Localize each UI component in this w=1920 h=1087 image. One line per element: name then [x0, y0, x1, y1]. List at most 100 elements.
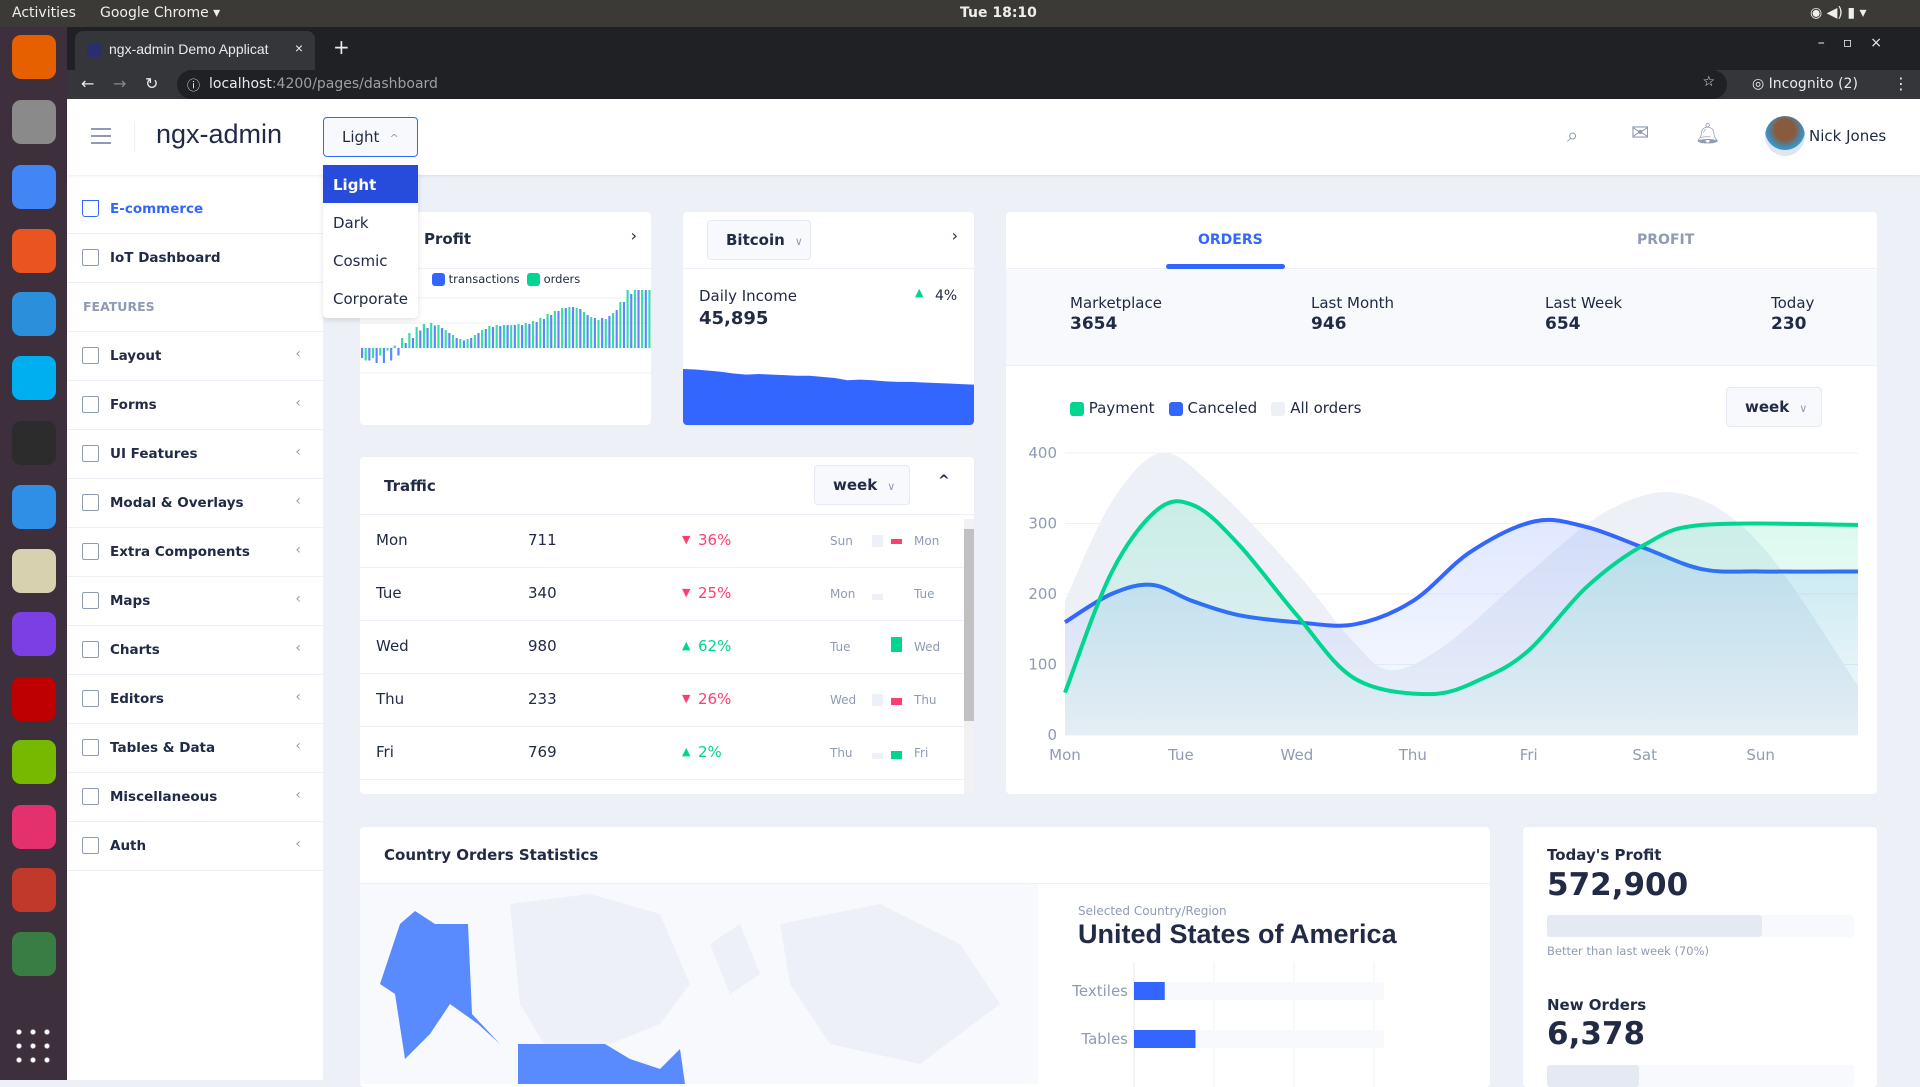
- traffic-row[interactable]: Tue 340 ▼ 25% Mon Tue: [360, 568, 966, 621]
- brand-logo[interactable]: ngx-admin: [156, 119, 283, 149]
- scrollbar[interactable]: [964, 519, 974, 794]
- reload-icon[interactable]: ↻: [145, 74, 159, 93]
- window-controls[interactable]: –▫×: [1817, 35, 1900, 51]
- sidebar-item-auth[interactable]: Auth ‹: [67, 822, 323, 871]
- chevron-left-icon: ‹: [295, 787, 301, 803]
- rocket-icon[interactable]: [12, 932, 56, 976]
- bar-transactions: [586, 315, 589, 348]
- tab-title: ngx-admin Demo Applicat: [109, 41, 269, 57]
- activities-button[interactable]: Activities: [12, 5, 76, 21]
- traffic-row[interactable]: Thu 233 ▼ 26% Wed Thu: [360, 674, 966, 727]
- software-center-icon[interactable]: [12, 229, 56, 273]
- browser-tab[interactable]: ngx-admin Demo Applicat ×: [75, 31, 315, 70]
- today-profit-card: Today's Profit 572,900 Better than last …: [1523, 827, 1877, 1087]
- sidebar-item-miscellaneous[interactable]: Miscellaneous ‹: [67, 773, 323, 822]
- bookmark-star-icon[interactable]: ☆: [1702, 74, 1715, 90]
- sidebar-item-tables-data[interactable]: Tables & Data ‹: [67, 724, 323, 773]
- sidebar-item-charts[interactable]: Charts ‹: [67, 626, 323, 675]
- cur-bar: [891, 637, 902, 652]
- bar-orders: [495, 325, 498, 348]
- email-icon[interactable]: ✉: [1631, 121, 1650, 146]
- sidebar-item-forms[interactable]: Forms ‹: [67, 381, 323, 430]
- map-country-alaska[interactable]: [380, 911, 500, 1059]
- profit-legend: transactions orders: [432, 272, 580, 286]
- sidebar-item-maps[interactable]: Maps ‹: [67, 577, 323, 626]
- bar-textiles[interactable]: [1134, 982, 1165, 1000]
- system-tray-icons[interactable]: ◉ ◀) ▮ ▾: [1810, 5, 1867, 21]
- terminal-icon[interactable]: [12, 421, 56, 465]
- traffic-row[interactable]: Wed 980 ▲ 62% Tue Wed: [360, 621, 966, 674]
- orders-period-select[interactable]: week ∨: [1726, 387, 1822, 427]
- sidebar-item-iot-dashboard[interactable]: IoT Dashboard: [67, 234, 323, 283]
- new-orders-value: 6,378: [1547, 1016, 1646, 1052]
- collapse-chevron-icon[interactable]: ^: [938, 473, 950, 489]
- back-icon[interactable]: ←: [81, 74, 95, 93]
- clock[interactable]: Tue 18:10: [960, 5, 1037, 21]
- chevron-left-icon: ‹: [295, 542, 301, 558]
- tab-profit[interactable]: PROFIT: [1637, 232, 1695, 248]
- bitcoin-card: Bitcoin ∨ › Daily Income 45,895 ▲ 4%: [683, 212, 974, 425]
- theme-option-corporate[interactable]: Corporate: [333, 290, 408, 308]
- sidebar-item-editors[interactable]: Editors ‹: [67, 675, 323, 724]
- filezilla-icon[interactable]: [12, 677, 56, 721]
- chevron-left-icon: ‹: [295, 640, 301, 656]
- traffic-cur-day: Thu: [914, 693, 937, 707]
- sidebar-item-label: IoT Dashboard: [110, 250, 221, 266]
- cur-bar: [891, 698, 902, 705]
- intellij-ce-icon[interactable]: [12, 805, 56, 849]
- presentation-icon[interactable]: [12, 868, 56, 912]
- search-icon[interactable]: ⌕: [1567, 123, 1579, 147]
- bar-tables[interactable]: [1134, 1030, 1196, 1048]
- traffic-delta: 62%: [698, 637, 732, 655]
- theme-option-cosmic[interactable]: Cosmic: [333, 252, 388, 270]
- sidebar-item-e-commerce[interactable]: E-commerce: [67, 185, 323, 234]
- tab-orders[interactable]: ORDERS: [1198, 232, 1263, 248]
- text-editor-icon[interactable]: [12, 549, 56, 593]
- theme-option-dark[interactable]: Dark: [333, 214, 369, 232]
- traffic-row[interactable]: Mon 711 ▼ 36% Sun Mon: [360, 515, 966, 568]
- forward-icon[interactable]: →: [113, 74, 127, 93]
- app-menu[interactable]: Google Chrome ▾: [100, 5, 221, 21]
- app-grid-icon[interactable]: [12, 1025, 56, 1069]
- currency-select[interactable]: Bitcoin ∨: [707, 220, 811, 260]
- favicon-icon: [87, 43, 101, 57]
- chevron-right-icon[interactable]: ›: [630, 226, 637, 245]
- bar-orders: [459, 339, 462, 348]
- y-tick-label: 300: [1028, 515, 1057, 533]
- menu-toggle-icon[interactable]: [91, 128, 111, 144]
- theme-select[interactable]: Light ^: [323, 117, 418, 157]
- traffic-list[interactable]: Mon 711 ▼ 36% Sun Mon Tue 340 ▼ 25% Mon …: [360, 515, 966, 794]
- intellij-icon[interactable]: [12, 612, 56, 656]
- chrome-icon[interactable]: [12, 165, 56, 209]
- map-country-usa[interactable]: [518, 1044, 685, 1084]
- user-name[interactable]: Nick Jones: [1809, 127, 1887, 145]
- incognito-indicator[interactable]: ◎ Incognito (2): [1752, 76, 1858, 92]
- traffic-cur-day: Mon: [914, 534, 940, 548]
- sidebar-item-extra-components[interactable]: Extra Components ‹: [67, 528, 323, 577]
- vscode-icon[interactable]: [12, 292, 56, 336]
- software-updater-icon[interactable]: [12, 485, 56, 529]
- avatar[interactable]: [1765, 116, 1805, 156]
- profit-progress-bar: [1547, 915, 1854, 937]
- firefox-icon[interactable]: [12, 35, 56, 79]
- address-bar[interactable]: ⓘ localhost:4200/pages/dashboard ☆: [177, 70, 1727, 99]
- chevron-right-icon[interactable]: ›: [951, 226, 958, 245]
- new-tab-button[interactable]: +: [333, 35, 350, 59]
- close-tab-icon[interactable]: ×: [294, 40, 303, 56]
- skype-icon[interactable]: [12, 356, 56, 400]
- nvidia-icon[interactable]: [12, 740, 56, 784]
- chrome-menu-icon[interactable]: ⋮: [1893, 74, 1909, 93]
- sidebar-item-layout[interactable]: Layout ‹: [67, 332, 323, 381]
- theme-select-value: Light: [342, 128, 380, 146]
- traffic-period-select[interactable]: week ∨: [814, 465, 910, 505]
- bar-orders: [590, 317, 593, 348]
- bar-transactions: [499, 326, 502, 348]
- traffic-row[interactable]: Fri 769 ▲ 2% Thu Fri: [360, 727, 966, 780]
- sidebar-item-modal-overlays[interactable]: Modal & Overlays ‹: [67, 479, 323, 528]
- world-map[interactable]: [360, 884, 1038, 1084]
- bell-icon[interactable]: 🔔︎: [1695, 121, 1721, 145]
- sidebar-item-ui-features[interactable]: UI Features ‹: [67, 430, 323, 479]
- files-icon[interactable]: [12, 100, 56, 144]
- theme-option-light[interactable]: Light: [323, 165, 418, 203]
- map-icon: [82, 592, 99, 609]
